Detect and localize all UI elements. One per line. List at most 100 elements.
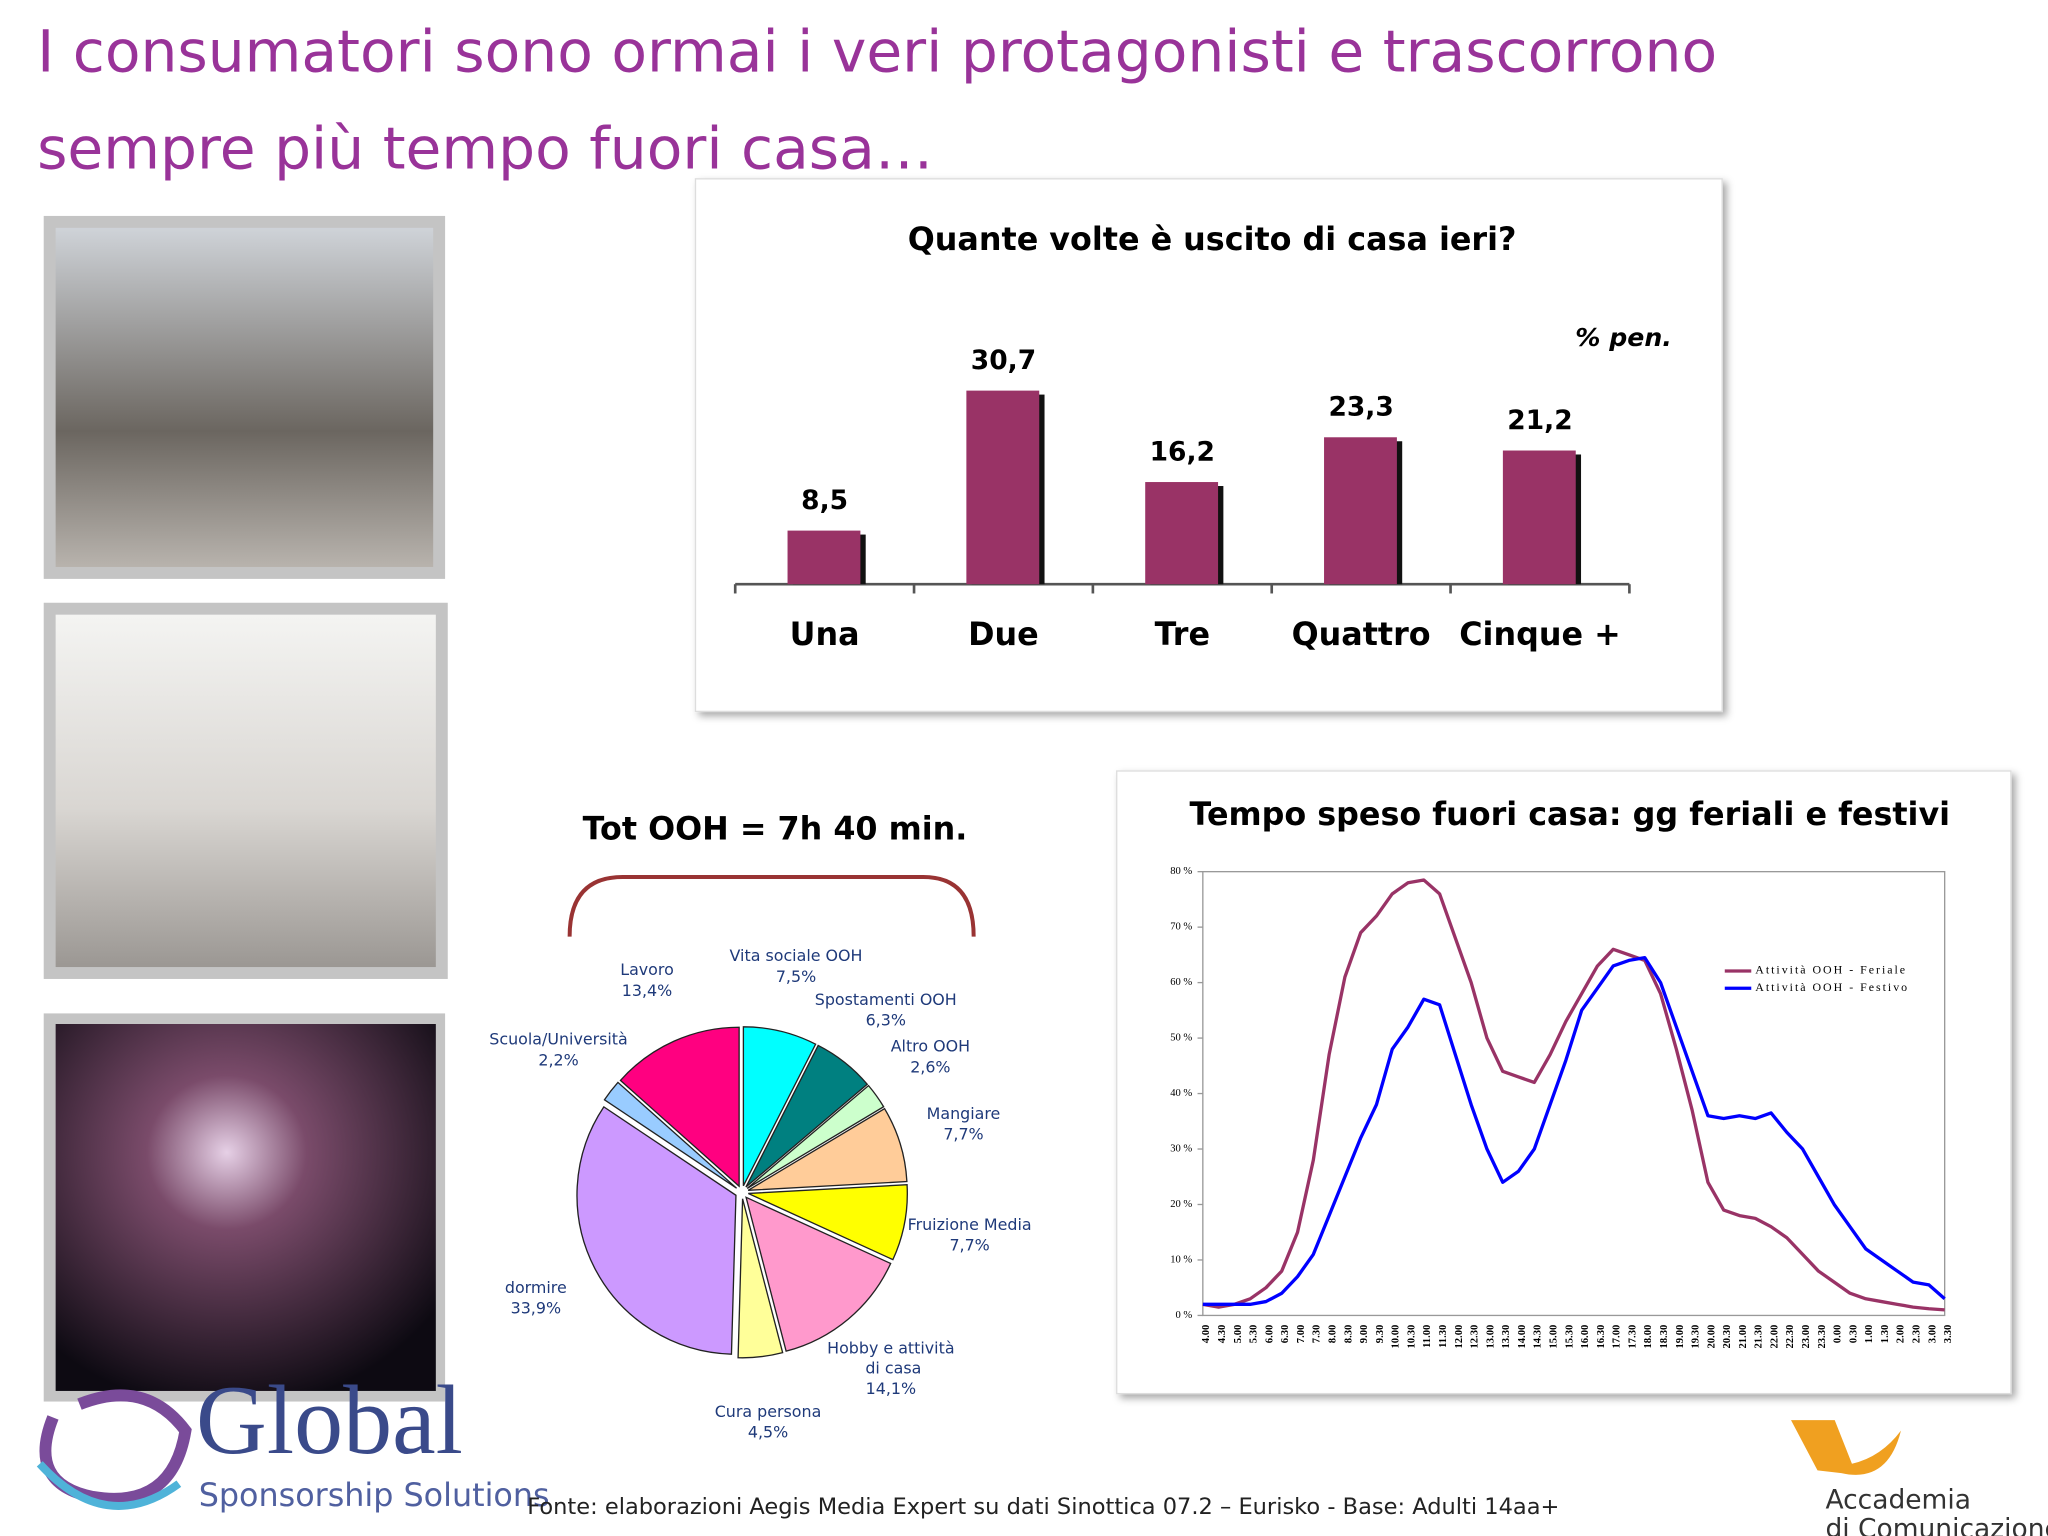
x-tick-label: 7.00 [1296,1325,1307,1344]
unit-label: % pen. [1575,323,1672,352]
slice-label-line: Altro OOH [891,1036,970,1055]
x-tick-label: 14.30 [1533,1325,1544,1349]
x-tick-label: 2.00 [1896,1325,1907,1344]
pie-slice [619,1026,740,1188]
value-label: 8,5 [801,485,848,516]
y-tick-label: 60 % [1170,977,1192,988]
x-tick-label: 2.30 [1912,1325,1923,1344]
x-tick-label: 13.30 [1501,1325,1512,1349]
pie-slice [748,1184,908,1261]
slice-label-line: Vita sociale OOH [730,946,863,965]
pie-slice [746,1084,885,1189]
bar [787,530,861,585]
logo-tagline: Sponsorship Solutions [199,1477,550,1514]
x-tick-label: 12.00 [1454,1325,1465,1349]
x-tick-label: 8.30 [1343,1325,1354,1344]
bracket [567,874,976,937]
x-tick-label: 7.30 [1312,1325,1323,1344]
slice-label: Vita sociale OOH [730,946,863,965]
value-label: 21,2 [1507,405,1572,436]
slice-value: 33,9% [511,1299,561,1318]
x-tick-label: 4.00 [1201,1325,1212,1344]
x-tick-label: 20.30 [1722,1325,1733,1349]
y-tick-label: 40 % [1170,1088,1192,1099]
x-tick-label: 6.00 [1264,1325,1275,1344]
x-tick-label: 9.30 [1375,1325,1386,1344]
x-tick-label: 4.30 [1217,1325,1228,1344]
photo [55,227,434,567]
slide-title: I consumatori sono ormai i veri protagon… [37,18,1717,86]
y-tick-label: 70 % [1170,922,1192,933]
slice-value: 2,2% [538,1050,578,1069]
x-tick-label: 23.30 [1817,1325,1828,1349]
slice-value: 14,1% [866,1379,916,1398]
x-tick-label: 1.30 [1880,1325,1891,1344]
x-tick-label: 5.30 [1249,1325,1260,1344]
x-tick-label: 18.30 [1659,1325,1670,1349]
x-tick-label: Cinque + [1459,616,1620,653]
logo-text: di Comunicazione [1825,1514,2048,1536]
x-tick-label: 0.00 [1833,1325,1844,1344]
slice-label: Fruizione Media [908,1214,1032,1233]
x-tick-label: 9.00 [1359,1325,1370,1344]
x-tick-label: 12.30 [1470,1325,1481,1349]
slice-label: Mangiare [927,1103,1001,1122]
legend-label: Attività OOH - Festivo [1755,980,1909,994]
slice-label: Hobby e attività di casa [827,1338,954,1377]
pie-slice [737,1198,784,1359]
x-tick-label: 15.00 [1548,1325,1559,1349]
slice-label-line: Lavoro [620,960,674,979]
slice-label-line: Scuola/Università [489,1029,627,1048]
pie-slice [576,1105,737,1355]
slice-label-line: Cura persona [715,1401,822,1420]
slice-label: Lavoro [620,960,674,979]
slide-title: sempre più tempo fuori casa… [37,114,933,182]
value-label: 16,2 [1150,436,1215,467]
x-tick-label: 1.00 [1864,1325,1875,1344]
x-tick-label: 17.30 [1627,1325,1638,1349]
x-tick-label: 22.00 [1769,1325,1780,1349]
pie-slice [745,1196,892,1352]
x-tick-label: 11.30 [1438,1325,1449,1348]
pie-slice [603,1081,738,1189]
x-tick-label: 21.00 [1738,1325,1749,1349]
x-tick-label: 11.00 [1422,1325,1433,1348]
slice-value: 6,3% [866,1011,906,1030]
x-tick-label: 19.00 [1675,1325,1686,1349]
slice-label: Spostamenti OOH [815,989,957,1008]
x-tick-label: Tre [1155,616,1210,653]
slice-label-line: Mangiare [927,1103,1001,1122]
slice-label: Cura persona [715,1401,822,1420]
x-tick-label: 23.00 [1801,1325,1812,1349]
x-tick-label: 6.30 [1280,1325,1291,1344]
x-tick-label: 3.30 [1943,1325,1954,1344]
x-tick-label: 19.30 [1691,1325,1702,1349]
photo [55,1024,436,1391]
x-tick-label: 3.00 [1927,1325,1938,1344]
slice-value: 7,5% [776,967,816,986]
slice-value: 7,7% [949,1235,989,1254]
x-tick-label: 18.00 [1643,1325,1654,1349]
slice-label: dormire [505,1277,567,1296]
bar [1502,450,1576,585]
logo-name: Global [196,1367,463,1475]
slice-label: Altro OOH [891,1036,970,1055]
y-tick-label: 80 % [1170,866,1192,877]
x-tick-label: Due [968,616,1039,653]
slice-label-line: Fruizione Media [908,1214,1032,1233]
slice-value: 2,6% [910,1057,950,1076]
x-tick-label: 22.30 [1785,1325,1796,1349]
pie-slice [745,1044,869,1188]
x-tick-label: 13.00 [1485,1325,1496,1349]
slice-value: 13,4% [622,981,672,1000]
x-tick-label: 17.00 [1612,1325,1623,1349]
slice-value: 4,5% [748,1423,788,1442]
line-series [1202,955,1946,1306]
y-tick-label: 50 % [1170,1033,1192,1044]
pie-slice [747,1107,908,1191]
x-tick-label: Una [790,616,860,653]
slice-label-line: di casa [860,1358,921,1377]
photo [55,614,436,968]
line-series [1202,878,1945,1312]
